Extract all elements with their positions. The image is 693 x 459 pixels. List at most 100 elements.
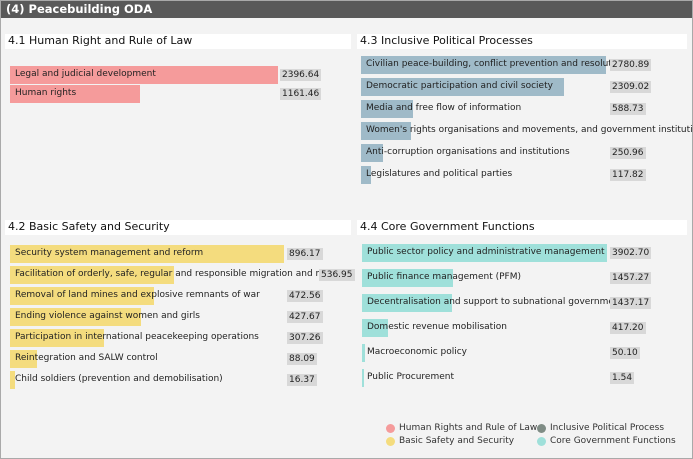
bar-value-label: 16.37 — [287, 374, 317, 386]
bar-value-label: 1457.27 — [610, 272, 652, 284]
bar-row: Facilitation of orderly, safe, regular a… — [10, 266, 355, 284]
bar[interactable] — [361, 56, 606, 74]
bar-value-label: 1.54 — [610, 372, 635, 384]
bar[interactable] — [10, 308, 141, 326]
bar-row: Media and free flow of information 588.73 — [361, 100, 686, 118]
bar-label: Civilian peace-building, conflict preven… — [366, 59, 626, 69]
bar[interactable] — [10, 329, 104, 347]
bar-label: Decentralisation and support to subnatio… — [367, 297, 624, 307]
bar[interactable] — [10, 287, 155, 305]
bar[interactable] — [10, 266, 175, 284]
legend: Human Rights and Rule of Law Inclusive P… — [386, 423, 691, 449]
bar-row: Participation in international peacekeep… — [10, 329, 350, 347]
bar[interactable] — [362, 269, 454, 287]
legend-label: Basic Safety and Security — [399, 436, 515, 446]
bar[interactable] — [362, 294, 453, 312]
bar-label: Democratic participation and civil socie… — [366, 81, 553, 91]
bar-row: Anti-corruption organisations and instit… — [361, 144, 686, 162]
legend-swatch — [386, 437, 395, 446]
bar-row: Removal of land mines and explosive remn… — [10, 287, 350, 305]
bar-row: Public finance management (PFM) 1457.27 — [362, 269, 693, 287]
title-bar: (4) Peacebuilding ODA — [1, 1, 692, 18]
bar-row: Civilian peace-building, conflict preven… — [361, 56, 686, 74]
bar[interactable] — [10, 371, 15, 389]
bar-value-label: 50.10 — [610, 347, 640, 359]
bar-label: Ending violence against women and girls — [15, 311, 200, 321]
panel-inclusive-political: 4.3 Inclusive Political Processes Civili… — [357, 34, 693, 189]
bar-label: Removal of land mines and explosive remn… — [15, 290, 260, 300]
bar-label: Child soldiers (prevention and demobilis… — [15, 374, 223, 384]
panel-header: 4.3 Inclusive Political Processes — [357, 34, 687, 49]
legend-label: Human Rights and Rule of Law — [399, 423, 538, 433]
bar-label: Public sector policy and administrative … — [367, 247, 605, 257]
bar-row: Legal and judicial development 2396.64 — [10, 66, 350, 84]
bar-label: Public finance management (PFM) — [367, 272, 521, 282]
bar-row: Public sector policy and administrative … — [362, 244, 693, 262]
bar-row: Macroeconomic policy 50.10 — [362, 344, 693, 362]
bar-label: Anti-corruption organisations and instit… — [366, 147, 570, 157]
bar-value-label: 472.56 — [287, 290, 323, 302]
bar[interactable] — [10, 66, 278, 84]
panel-title: 4.2 Basic Safety and Security — [8, 220, 170, 233]
panel-header: 4.4 Core Government Functions — [357, 220, 687, 235]
bar[interactable] — [361, 122, 412, 140]
bar-value-label: 896.17 — [287, 248, 323, 260]
bar-value-label: 2396.64 — [280, 69, 322, 81]
bar-value-label: 427.67 — [287, 311, 323, 323]
bar-row: Human rights 1161.46 — [10, 85, 350, 103]
bar[interactable] — [362, 319, 389, 337]
dashboard-title: (4) Peacebuilding ODA — [6, 2, 153, 16]
bar-row: Security system management and reform 896… — [10, 245, 350, 263]
bar-value-label: 417.20 — [610, 322, 646, 334]
bar-row: Domestic revenue mobilisation 417.20 — [362, 319, 693, 337]
bar-row: Women's rights organisations and movemen… — [361, 122, 693, 140]
bar[interactable] — [10, 350, 37, 368]
panel-human-rights: 4.1 Human Right and Rule of Law Legal an… — [5, 34, 351, 104]
bar-value-label: 88.09 — [287, 353, 317, 365]
bar-value-label: 588.73 — [610, 103, 646, 115]
bar[interactable] — [361, 78, 565, 96]
bar-row: Decentralisation and support to subnatio… — [362, 294, 693, 312]
bar-value-label: 2780.89 — [610, 59, 652, 71]
bar-row: Public Procurement 1.54 — [362, 369, 693, 387]
bar-value-label: 117.82 — [610, 169, 646, 181]
bar-value-label: 1161.46 — [280, 88, 322, 100]
bar-label: Participation in international peacekeep… — [15, 332, 259, 342]
panel-title: 4.3 Inclusive Political Processes — [360, 34, 533, 47]
bar-label: Facilitation of orderly, safe, regular a… — [15, 269, 320, 279]
bar[interactable] — [361, 166, 372, 184]
bar[interactable] — [10, 85, 140, 103]
panel-header: 4.2 Basic Safety and Security — [5, 220, 351, 235]
panel-header: 4.1 Human Right and Rule of Law — [5, 34, 351, 49]
panel-title: 4.1 Human Right and Rule of Law — [8, 34, 193, 47]
legend-swatch — [386, 424, 395, 433]
legend-label: Inclusive Political Process — [550, 423, 665, 433]
panel-core-government: 4.4 Core Government Functions Public sec… — [357, 220, 687, 395]
bar-value-label: 1437.17 — [610, 297, 652, 309]
bar[interactable] — [362, 369, 364, 387]
legend-swatch — [537, 424, 546, 433]
bar-label: Reintegration and SALW control — [15, 353, 158, 363]
bar-label: Women's rights organisations and movemen… — [366, 125, 693, 135]
bar-value-label: 3902.70 — [610, 247, 652, 259]
bar[interactable] — [362, 344, 366, 362]
bar-label: Legislatures and political parties — [366, 169, 513, 179]
bar-label: Public Procurement — [367, 372, 455, 382]
bar[interactable] — [361, 100, 413, 118]
bar-label: Domestic revenue mobilisation — [367, 322, 507, 332]
bar-row: Democratic participation and civil socie… — [361, 78, 686, 96]
bar-value-label: 2309.02 — [610, 81, 652, 93]
bar[interactable] — [362, 244, 607, 262]
bar-label: Security system management and reform — [15, 248, 204, 258]
bar[interactable] — [10, 245, 284, 263]
bar-row: Child soldiers (prevention and demobilis… — [10, 371, 350, 389]
legend-label: Core Government Functions — [550, 436, 676, 446]
bar-value-label: 250.96 — [610, 147, 646, 159]
bar-label: Macroeconomic policy — [367, 347, 468, 357]
panel-title: 4.4 Core Government Functions — [360, 220, 535, 233]
bar[interactable] — [361, 144, 384, 162]
bar-value-label: 307.26 — [287, 332, 323, 344]
bar-label: Legal and judicial development — [15, 69, 156, 79]
panel-basic-safety: 4.2 Basic Safety and Security Security s… — [5, 220, 355, 395]
bar-label: Media and free flow of information — [366, 103, 522, 113]
